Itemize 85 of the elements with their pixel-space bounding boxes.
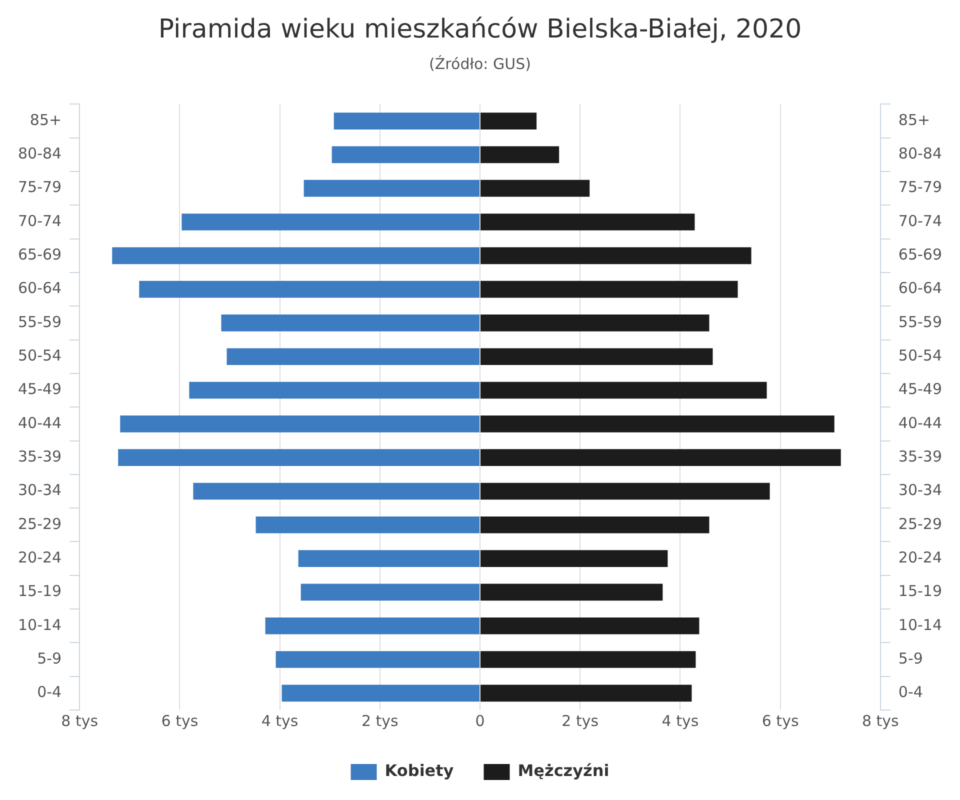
bar [282, 684, 480, 702]
bar [480, 482, 770, 500]
legend-label: Mężczyźni [518, 761, 610, 780]
x-tick-label: 6 tys [762, 712, 799, 730]
category-label: 40-44 [898, 414, 942, 432]
legend-label: Kobiety [384, 761, 454, 780]
bar [480, 280, 738, 298]
y-tick-label: 15-19 [18, 582, 62, 600]
bar [480, 584, 663, 601]
y-tick-label: 65-69 [18, 246, 62, 264]
category-label: 30-34 [898, 481, 942, 500]
x-tick-label: 8 tys [862, 712, 900, 730]
bar [276, 651, 480, 668]
bar [480, 180, 590, 197]
category-label: 50-54 [898, 346, 942, 365]
bar [182, 214, 480, 230]
bar [480, 247, 752, 264]
y-tick-label: 55-59 [18, 312, 62, 331]
category-label: 5-9 [898, 649, 923, 668]
bar [112, 247, 480, 264]
bar [139, 280, 480, 298]
y-tick-label: 30-34 [18, 481, 62, 500]
x-tick-label: 6 tys [161, 712, 198, 730]
bar [300, 584, 480, 601]
y-tick-label: 10-14 [18, 616, 62, 634]
bar [480, 112, 537, 130]
category-label: 20-24 [898, 548, 942, 566]
chart-title: Piramida wieku mieszkańców Bielska-Białej, 2020 [158, 14, 802, 44]
category-label: 10-14 [898, 616, 942, 634]
bar [480, 146, 560, 164]
y-tick-label: 60-64 [18, 279, 62, 298]
x-tick-label: 2 tys [361, 712, 399, 730]
bar [480, 684, 692, 702]
chart-subtitle: (Źródło: GUS) [429, 55, 531, 74]
category-label: 70-74 [898, 212, 942, 230]
y-tick-label: 80-84 [18, 144, 62, 163]
y-tick-label: 5-9 [37, 649, 62, 668]
x-tick-label: 4 tys [662, 712, 699, 730]
bar [118, 449, 480, 466]
bar [480, 449, 841, 466]
bar [480, 416, 834, 432]
x-tick-label: 8 tys [61, 712, 98, 730]
y-tick-label: 50-54 [18, 346, 62, 365]
category-label: 15-19 [898, 582, 942, 600]
y-tick-label: 75-79 [18, 178, 62, 196]
x-tick-label: 2 tys [562, 712, 599, 730]
category-label: 35-39 [898, 447, 942, 466]
category-label: 0-4 [898, 683, 923, 702]
bar [265, 617, 480, 634]
x-tick-label: 0 [475, 712, 485, 730]
bar [480, 617, 700, 634]
bar [304, 180, 480, 197]
category-label: 25-29 [898, 514, 942, 533]
category-label: 55-59 [898, 312, 942, 331]
category-label: 75-79 [898, 178, 942, 196]
bar [480, 550, 668, 567]
bar [189, 382, 480, 399]
y-tick-label: 20-24 [18, 548, 62, 566]
bar [480, 651, 696, 668]
bar [332, 146, 480, 164]
bar [193, 482, 480, 500]
bar [480, 382, 767, 399]
x-tick-label: 4 tys [261, 712, 298, 730]
y-tick-label: 70-74 [18, 212, 62, 230]
bar [298, 550, 480, 567]
category-label: 80-84 [898, 144, 942, 163]
bar [221, 314, 480, 332]
bar [226, 348, 480, 366]
y-tick-label: 25-29 [18, 514, 62, 533]
y-tick-label: 45-49 [18, 380, 62, 398]
bar [480, 516, 710, 534]
category-label: 45-49 [898, 380, 942, 398]
category-label: 85+ [898, 110, 930, 129]
category-label: 60-64 [898, 279, 942, 298]
bar [480, 214, 695, 230]
category-label: 65-69 [898, 246, 942, 264]
bar [480, 348, 713, 366]
bar [480, 314, 710, 332]
y-tick-label: 0-4 [37, 683, 62, 702]
y-tick-label: 35-39 [18, 447, 62, 466]
y-tick-label: 40-44 [18, 414, 62, 432]
bar [334, 112, 480, 130]
bar [256, 516, 480, 534]
y-tick-label: 85+ [30, 110, 62, 129]
bar [120, 416, 480, 432]
